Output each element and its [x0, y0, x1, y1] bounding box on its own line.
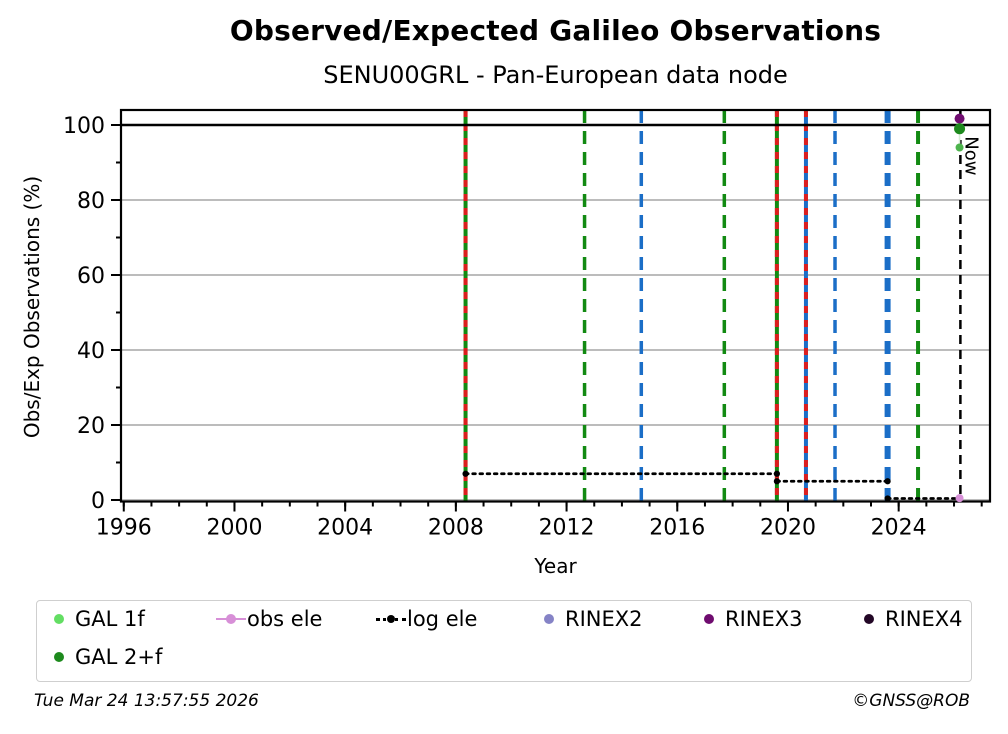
data-point	[954, 113, 965, 124]
x-tick-label: 1996	[96, 516, 152, 541]
legend-marker-dot	[387, 615, 395, 623]
log-ele-marker	[773, 478, 781, 485]
log-ele-marker	[462, 470, 469, 477]
legend-label: log ele	[407, 607, 478, 631]
x-tick-label: 2024	[871, 516, 927, 541]
log-ele-marker	[773, 470, 781, 477]
plot-border	[119, 108, 992, 503]
page-title: Observed/Expected Galileo Observations	[229, 14, 882, 47]
plot-area: Now 1996 2000 2004 2008 2012 2016 2020 2024 0 20 40…	[63, 108, 992, 541]
y-tick-label: 0	[91, 489, 105, 514]
legend-marker-dot	[864, 614, 874, 624]
y-axis-label: Obs/Exp Observations (%)	[20, 175, 44, 439]
legend-label: GAL 1f	[75, 607, 145, 631]
legend-marker-dot	[54, 652, 64, 662]
x-tick-label: 2012	[539, 516, 595, 541]
x-tick-label: 2016	[649, 516, 705, 541]
y-tick-label: 60	[77, 264, 105, 289]
y-tick-label: 20	[77, 414, 105, 439]
log-ele-marker	[884, 478, 891, 485]
legend-label: RINEX3	[725, 607, 803, 631]
y-tick-label: 40	[77, 339, 105, 364]
data-point	[955, 143, 964, 152]
legend-marker-dot	[704, 614, 714, 624]
x-axis-label: Year	[534, 554, 577, 578]
legend-marker-dot	[54, 614, 64, 624]
log-ele-marker	[884, 495, 891, 502]
x-tick-label: 2020	[760, 516, 816, 541]
legend-marker-dot	[544, 614, 554, 624]
legend-label: obs ele	[247, 607, 323, 631]
y-tick-label: 80	[77, 189, 105, 214]
x-tick-label: 2008	[428, 516, 484, 541]
y-tick-label: 100	[63, 114, 105, 139]
data-point	[954, 123, 966, 135]
legend-label: RINEX2	[565, 607, 643, 631]
page-subtitle: SENU00GRL - Pan-European data node	[323, 61, 788, 89]
data-point	[955, 494, 964, 503]
x-tick-label: 2004	[317, 516, 373, 541]
x-tick-label: 2000	[206, 516, 262, 541]
legend-box: GAL 1f obs ele log ele RINEX2 RINEX3 RINEX4 GA…	[36, 600, 972, 682]
legend-marker-dot	[226, 614, 236, 624]
legend-label: RINEX4	[885, 607, 963, 631]
timestamp-text: Tue Mar 24 13:57:55 2026	[34, 691, 259, 711]
now-label: Now	[960, 136, 981, 175]
copyright-text: ©GNSS@ROB	[852, 691, 970, 711]
legend-label: GAL 2+f	[75, 645, 163, 669]
